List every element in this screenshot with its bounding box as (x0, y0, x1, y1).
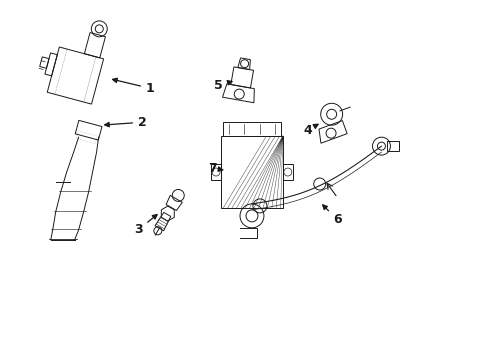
Text: 2: 2 (104, 116, 146, 129)
Text: 4: 4 (303, 124, 318, 137)
Text: 1: 1 (112, 78, 154, 95)
Text: 5: 5 (213, 79, 231, 92)
Text: 6: 6 (322, 205, 341, 226)
Text: 7: 7 (207, 162, 223, 175)
Text: 3: 3 (134, 215, 157, 236)
